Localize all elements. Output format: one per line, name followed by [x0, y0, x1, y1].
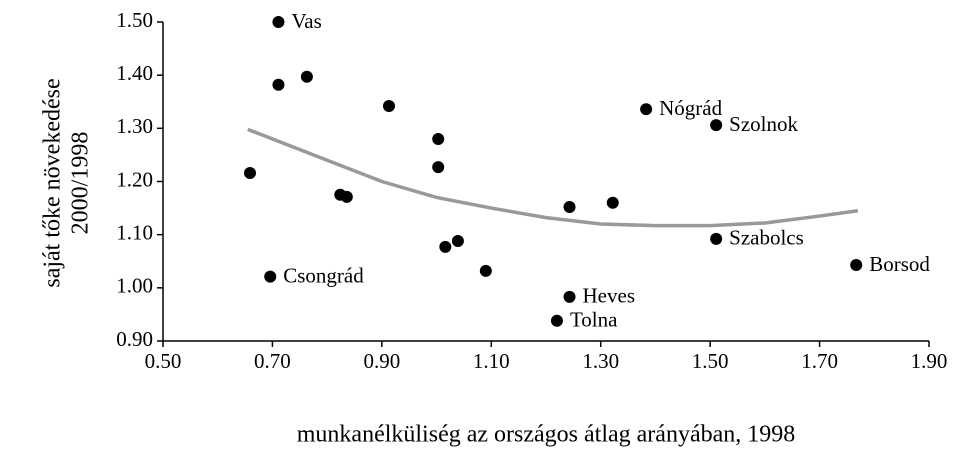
y-axis-label: saját tőke növekedése	[40, 78, 66, 287]
x-tick-label: 0.70	[254, 349, 291, 373]
point-label: Nógrád	[659, 96, 722, 120]
point	[300, 70, 313, 83]
point	[850, 258, 863, 271]
point	[563, 201, 576, 214]
point-label: Vas	[291, 9, 321, 33]
point	[451, 235, 464, 248]
point	[563, 290, 576, 303]
x-tick-label: 1.90	[911, 349, 948, 373]
y-tick-label: 1.40	[116, 61, 153, 85]
point	[550, 314, 563, 327]
point	[432, 161, 445, 174]
point-label: Borsod	[869, 252, 930, 276]
y-tick-label: 0.90	[116, 327, 153, 351]
y-tick-label: 1.20	[116, 167, 153, 191]
x-tick-label: 1.70	[801, 349, 838, 373]
x-tick-label: 1.50	[692, 349, 729, 373]
point-label: Szabolcs	[729, 226, 804, 250]
point	[439, 240, 452, 253]
point	[479, 264, 492, 277]
y-tick-label: 1.00	[116, 274, 153, 298]
x-tick-label: 0.50	[145, 349, 182, 373]
y-axis-label: 2000/1998	[68, 132, 94, 235]
x-tick-label: 1.10	[473, 349, 510, 373]
point	[710, 119, 723, 132]
point	[272, 78, 285, 91]
point-label: Tolna	[570, 308, 618, 332]
point	[640, 103, 653, 116]
y-tick-label: 1.30	[116, 114, 153, 138]
x-tick-label: 1.30	[582, 349, 619, 373]
point	[243, 166, 256, 179]
point	[340, 190, 353, 203]
point	[606, 196, 619, 209]
x-axis-label: munkanélküliség az országos átlag arányá…	[297, 422, 796, 448]
y-tick-label: 1.10	[116, 220, 153, 244]
point	[382, 100, 395, 113]
point	[272, 16, 285, 28]
point	[264, 270, 277, 283]
point-label: Csongrád	[283, 263, 364, 287]
point-label: Szolnok	[729, 112, 798, 136]
point	[710, 232, 723, 245]
trend-line	[247, 127, 859, 228]
point	[432, 132, 445, 145]
y-tick-label: 1.50	[116, 8, 153, 32]
point-label: Heves	[583, 284, 635, 308]
x-tick-label: 0.90	[363, 349, 400, 373]
